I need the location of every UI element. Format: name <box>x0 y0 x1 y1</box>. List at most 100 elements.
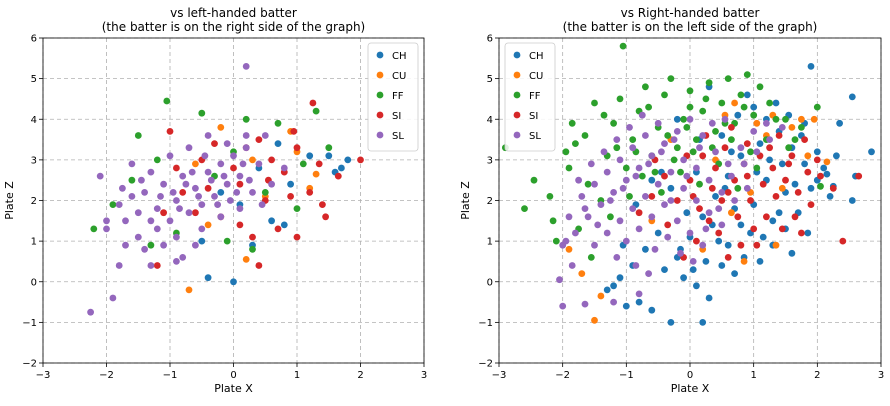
chart2-point-sl <box>693 164 700 172</box>
chart2-legend-marker-sl <box>513 131 521 139</box>
chart2-point-sl <box>778 124 786 131</box>
chart2-legend-label-ff: FF <box>529 91 541 102</box>
chart2-point-sl <box>661 140 668 148</box>
chart1-point-sl <box>147 217 155 225</box>
chart2-point-sl <box>689 258 697 265</box>
chart1-point-sl <box>185 144 193 152</box>
chart2-point-ff <box>568 119 576 127</box>
chart1-point-cu <box>185 286 193 294</box>
chart1-point-ch <box>344 156 352 164</box>
chart2-point-sl <box>578 193 586 200</box>
chart2-point-ch <box>769 217 777 225</box>
chart1-point-sl <box>147 168 155 176</box>
chart1-legend-marker-cu <box>376 71 384 79</box>
chart2-point-sl <box>591 241 598 249</box>
chart2-point-ff <box>565 164 573 172</box>
chart1-point-ff <box>299 160 307 168</box>
chart2-point-ff <box>702 95 710 103</box>
chart2-point-ff <box>581 132 589 139</box>
chart2-point-ff <box>629 136 637 144</box>
chart2-point-ff <box>712 127 719 135</box>
chart2-point-ch <box>788 249 796 257</box>
chart2-point-ff <box>619 42 627 50</box>
chart1-point-sl <box>128 193 136 200</box>
chart2-point-ch <box>702 258 710 265</box>
chart2-point-sl <box>661 201 668 209</box>
chart2-point-sl <box>721 115 729 123</box>
chart2-point-si <box>696 205 703 213</box>
chart1-y-tick-label: 1 <box>31 237 37 248</box>
chart2-point-sl <box>683 172 691 180</box>
chart1-legend-label-sl: SL <box>392 131 404 142</box>
chart1-point-ff <box>274 119 282 127</box>
chart1-y-tick-label: 5 <box>31 74 37 85</box>
chart2-point-si <box>763 213 770 221</box>
chart2-x-tick-label: 0 <box>687 370 693 381</box>
chart1-point-sl <box>160 180 168 188</box>
chart1-y-tick-label: 2 <box>31 196 37 207</box>
chart2-point-si <box>769 164 777 172</box>
chart2-point-sl <box>575 176 582 184</box>
chart2-point-sl <box>581 205 589 213</box>
chart2-point-si <box>817 172 824 180</box>
chart2-point-sl <box>718 189 726 196</box>
chart2-point-ff <box>718 99 726 107</box>
chart2-point-ff <box>756 83 764 91</box>
chart2-point-sl <box>629 144 637 152</box>
chart2-point-si <box>801 136 808 144</box>
chart2-point-ch <box>775 209 783 217</box>
chart2-point-ff <box>521 205 528 213</box>
chart1-x-tick-label: 1 <box>294 370 300 381</box>
chart2-point-ff <box>622 164 630 172</box>
chart2-point-ch <box>731 270 738 277</box>
chart1-point-sl <box>201 152 209 160</box>
chart2-y-tick-label: 5 <box>487 74 493 85</box>
chart2-point-ch <box>728 148 735 156</box>
chart2-point-cu <box>578 270 586 277</box>
chart2-point-sl <box>616 217 624 225</box>
chart2-point-si <box>673 197 681 204</box>
chart2-point-ch <box>667 184 675 192</box>
chart2-point-sl <box>629 205 637 213</box>
chart2-point-sl <box>654 180 662 188</box>
chart1-point-sl <box>268 180 275 188</box>
chart2-point-si <box>661 172 668 180</box>
chart2-point-cu <box>804 152 812 160</box>
chart2-point-cu <box>597 292 605 300</box>
chart2-point-ch <box>766 156 773 164</box>
chart2-point-ch <box>778 160 786 168</box>
chart2-point-ch <box>705 294 713 302</box>
chart2-point-sl <box>635 290 643 298</box>
chart2-point-sl <box>597 201 605 209</box>
chart2-point-ch <box>734 111 742 119</box>
chart2-point-ch <box>635 298 643 306</box>
chart2-point-ff <box>728 136 735 144</box>
chart2-point-ff <box>572 140 579 148</box>
chart1-point-sl <box>153 225 161 233</box>
chart2-point-sl <box>642 193 649 200</box>
chart2-point-cu <box>591 316 598 324</box>
chart2-point-si <box>766 144 773 152</box>
chart1-point-sl <box>242 63 250 70</box>
chart2-point-cu <box>798 115 805 123</box>
chart1-point-si <box>287 193 294 200</box>
chart2-point-sl <box>632 262 640 269</box>
chart2-point-ch <box>683 209 691 217</box>
chart2-point-sl <box>607 197 614 204</box>
chart1-point-sl <box>96 172 104 180</box>
chart2-point-ff <box>747 148 754 156</box>
chart2-point-sl <box>603 229 611 237</box>
chart2-point-sl <box>705 176 713 184</box>
chart1-point-si <box>315 160 323 168</box>
chart2-point-sl <box>645 270 652 277</box>
chart1-x-tick-label: 3 <box>421 370 427 381</box>
chart1-point-sl <box>169 189 177 196</box>
chart1-point-ch <box>306 152 314 160</box>
chart2-point-sl <box>705 209 713 217</box>
chart1-point-si <box>153 262 161 269</box>
chart1-point-ff <box>147 241 155 249</box>
chart2-point-si <box>807 201 815 209</box>
chart2-point-ch <box>836 119 843 127</box>
chart1-point-sl <box>192 241 199 249</box>
